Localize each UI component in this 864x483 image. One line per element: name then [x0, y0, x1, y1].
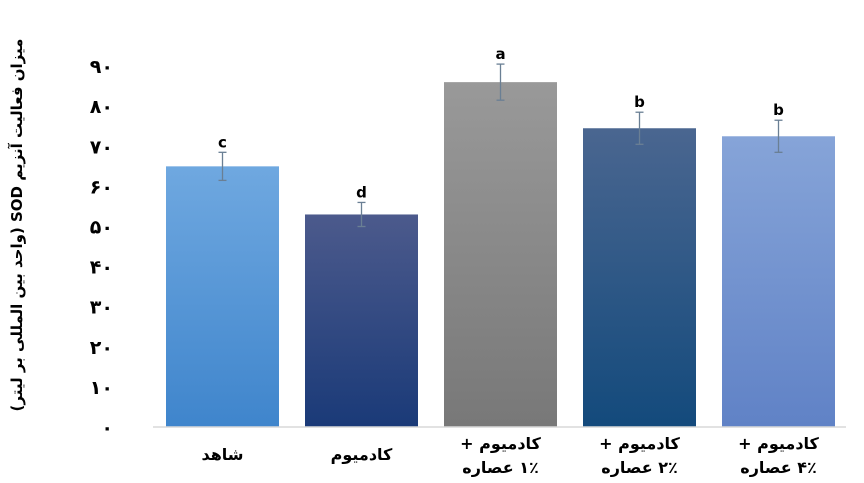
- y-tick-label: ۹۰: [90, 56, 113, 78]
- x-category-label: ۲٪ عصاره: [601, 458, 677, 477]
- y-tick-label: ۱۰: [90, 377, 113, 399]
- significance-label: b: [773, 101, 784, 119]
- x-category-label: کادمیوم +: [738, 434, 819, 453]
- bar: [722, 136, 835, 427]
- y-tick-label: ۸۰: [90, 96, 113, 118]
- significance-label: d: [356, 183, 367, 201]
- significance-label: c: [218, 133, 227, 151]
- y-axis-label: میزان فعالیت آنزیم SOD (واحد بین المللی …: [8, 39, 26, 412]
- y-tick-label: ۳۰: [90, 297, 113, 319]
- y-tick-label: ۴۰: [90, 257, 113, 279]
- error-bar: [496, 63, 505, 101]
- y-tick-label: ۰: [101, 417, 113, 439]
- significance-label: b: [634, 93, 645, 111]
- error-bar: [774, 119, 783, 153]
- x-category-label: کادمیوم +: [599, 434, 680, 453]
- x-category-label: کادمیوم +: [460, 434, 541, 453]
- x-category-label: ۱٪ عصاره: [462, 458, 538, 477]
- bar: [305, 214, 418, 427]
- error-bar: [218, 151, 227, 182]
- y-tick-label: ۵۰: [90, 217, 113, 239]
- bar: [444, 82, 557, 427]
- y-axis-ticks: ۰ ۱۰ ۲۰ ۳۰ ۴۰ ۵۰ ۶۰ ۷۰ ۸۰ ۹۰: [90, 56, 113, 439]
- y-tick-label: ۷۰: [90, 136, 113, 158]
- x-category-label: شاهد: [201, 445, 243, 464]
- y-tick-label: ۶۰: [90, 176, 113, 198]
- bars: c d a b b: [166, 45, 835, 427]
- y-tick-label: ۲۰: [90, 337, 113, 359]
- error-bar: [357, 201, 366, 228]
- x-category-label: ۴٪ عصاره: [740, 458, 816, 477]
- error-bar: [635, 111, 644, 145]
- bar: [166, 166, 279, 427]
- x-axis-categories: شاهد کادمیوم کادمیوم + ۱٪ عصاره کادمیوم + ۲٪ …: [201, 434, 819, 477]
- significance-label: a: [495, 45, 505, 63]
- bar: [583, 128, 696, 427]
- x-category-label: کادمیوم: [331, 445, 393, 464]
